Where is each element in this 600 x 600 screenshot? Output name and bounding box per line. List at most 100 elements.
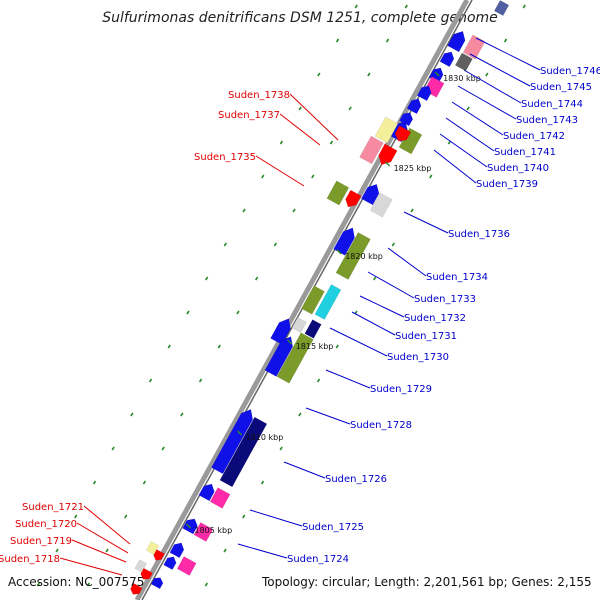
leader-line xyxy=(367,271,415,299)
gene-block xyxy=(314,284,342,320)
leader-line xyxy=(475,37,541,71)
tick-mark xyxy=(142,480,147,485)
tick-mark xyxy=(404,4,408,9)
leader-line xyxy=(289,93,339,141)
gene-block xyxy=(150,577,164,590)
tick-mark xyxy=(317,72,321,77)
gene-block xyxy=(182,518,198,535)
leader-line xyxy=(283,461,326,479)
tick-mark xyxy=(335,344,339,349)
accession-text: Accession: NC_007575 xyxy=(8,575,145,589)
tick-mark xyxy=(254,276,259,281)
gene-block xyxy=(378,143,398,166)
tick-mark xyxy=(55,548,59,553)
gene-label-left: Suden_1718 xyxy=(0,554,60,565)
tick-mark xyxy=(167,344,171,349)
gene-block xyxy=(209,487,231,509)
leader-line xyxy=(329,327,388,357)
tick-mark xyxy=(485,72,489,77)
tick-mark xyxy=(217,344,221,349)
tick-mark xyxy=(124,514,128,519)
gene-label-right: Suden_1739 xyxy=(476,179,538,190)
tick-mark xyxy=(385,38,390,43)
gene-block xyxy=(439,51,455,68)
scale-label: 1830 kbp xyxy=(443,74,481,83)
gene-block xyxy=(163,556,177,571)
scale-tick xyxy=(434,71,440,77)
gene-block xyxy=(276,332,314,384)
tick-mark xyxy=(92,480,97,485)
tick-mark xyxy=(236,310,240,315)
tick-mark xyxy=(372,276,377,281)
tick-mark xyxy=(279,140,284,145)
tick-mark xyxy=(260,480,265,485)
gene-block xyxy=(493,0,510,17)
scale-label: 1815 kbp xyxy=(296,342,334,351)
leader-line xyxy=(279,113,321,146)
gene-block xyxy=(176,556,197,576)
tick-mark xyxy=(180,412,184,417)
tick-mark xyxy=(261,174,265,179)
leader-line xyxy=(83,505,131,545)
leader-line xyxy=(433,149,477,184)
gene-label-right: Suden_1734 xyxy=(426,272,488,283)
leader-line xyxy=(76,522,129,554)
gene-block xyxy=(301,285,325,315)
tick-mark xyxy=(410,208,414,213)
leader-line xyxy=(403,211,449,234)
gene-block xyxy=(394,125,412,142)
gene-label-right: Suden_1741 xyxy=(494,147,556,158)
gene-block xyxy=(359,135,384,165)
gene-label-right: Suden_1743 xyxy=(516,115,578,126)
tick-mark xyxy=(348,106,352,111)
leader-line xyxy=(255,155,305,187)
leader-line xyxy=(387,247,427,277)
leader-line xyxy=(469,53,531,87)
tick-mark xyxy=(522,4,526,9)
gene-block xyxy=(406,98,422,115)
gene-block xyxy=(374,116,399,144)
tick-mark xyxy=(298,412,302,417)
tick-mark xyxy=(298,106,302,111)
gene-block xyxy=(169,542,185,559)
leader-line xyxy=(305,407,351,425)
tick-mark xyxy=(130,412,134,417)
tick-mark xyxy=(242,514,246,519)
gene-block xyxy=(219,416,268,488)
leader-line xyxy=(359,295,405,318)
gene-block xyxy=(326,180,350,206)
gene-block xyxy=(198,483,215,502)
tick-mark xyxy=(316,378,321,383)
leader-line xyxy=(457,85,517,120)
gene-label-left: Suden_1738 xyxy=(228,90,290,101)
gene-block xyxy=(399,112,414,127)
gene-label-right: Suden_1745 xyxy=(530,82,592,93)
tick-mark xyxy=(354,4,358,9)
gene-block xyxy=(462,34,486,60)
leader-line xyxy=(463,69,522,104)
gene-block xyxy=(345,189,362,208)
gene-block xyxy=(398,127,423,155)
gene-block xyxy=(193,522,214,542)
leader-line xyxy=(325,369,371,389)
gene-label-left: Suden_1720 xyxy=(15,519,77,530)
scale-tick xyxy=(185,523,192,529)
gene-label-left: Suden_1735 xyxy=(194,152,256,163)
tick-mark xyxy=(429,174,433,179)
gene-block xyxy=(416,85,432,102)
tick-mark xyxy=(242,208,246,213)
gene-label-right: Suden_1746 xyxy=(540,66,600,77)
topology-text: Topology: circular; Length: 2,201,561 bp… xyxy=(262,575,592,589)
gene-block xyxy=(369,192,393,218)
leader-line xyxy=(445,117,495,152)
scale-label: 1805 kbp xyxy=(195,526,233,535)
gene-label-right: Suden_1732 xyxy=(404,313,466,324)
tick-mark xyxy=(36,582,41,587)
tick-mark xyxy=(273,242,278,247)
gene-label-right: Suden_1724 xyxy=(287,554,349,565)
gene-block xyxy=(153,549,165,561)
tick-mark xyxy=(111,446,115,451)
scale-tick xyxy=(287,339,293,345)
gene-block xyxy=(447,30,466,53)
